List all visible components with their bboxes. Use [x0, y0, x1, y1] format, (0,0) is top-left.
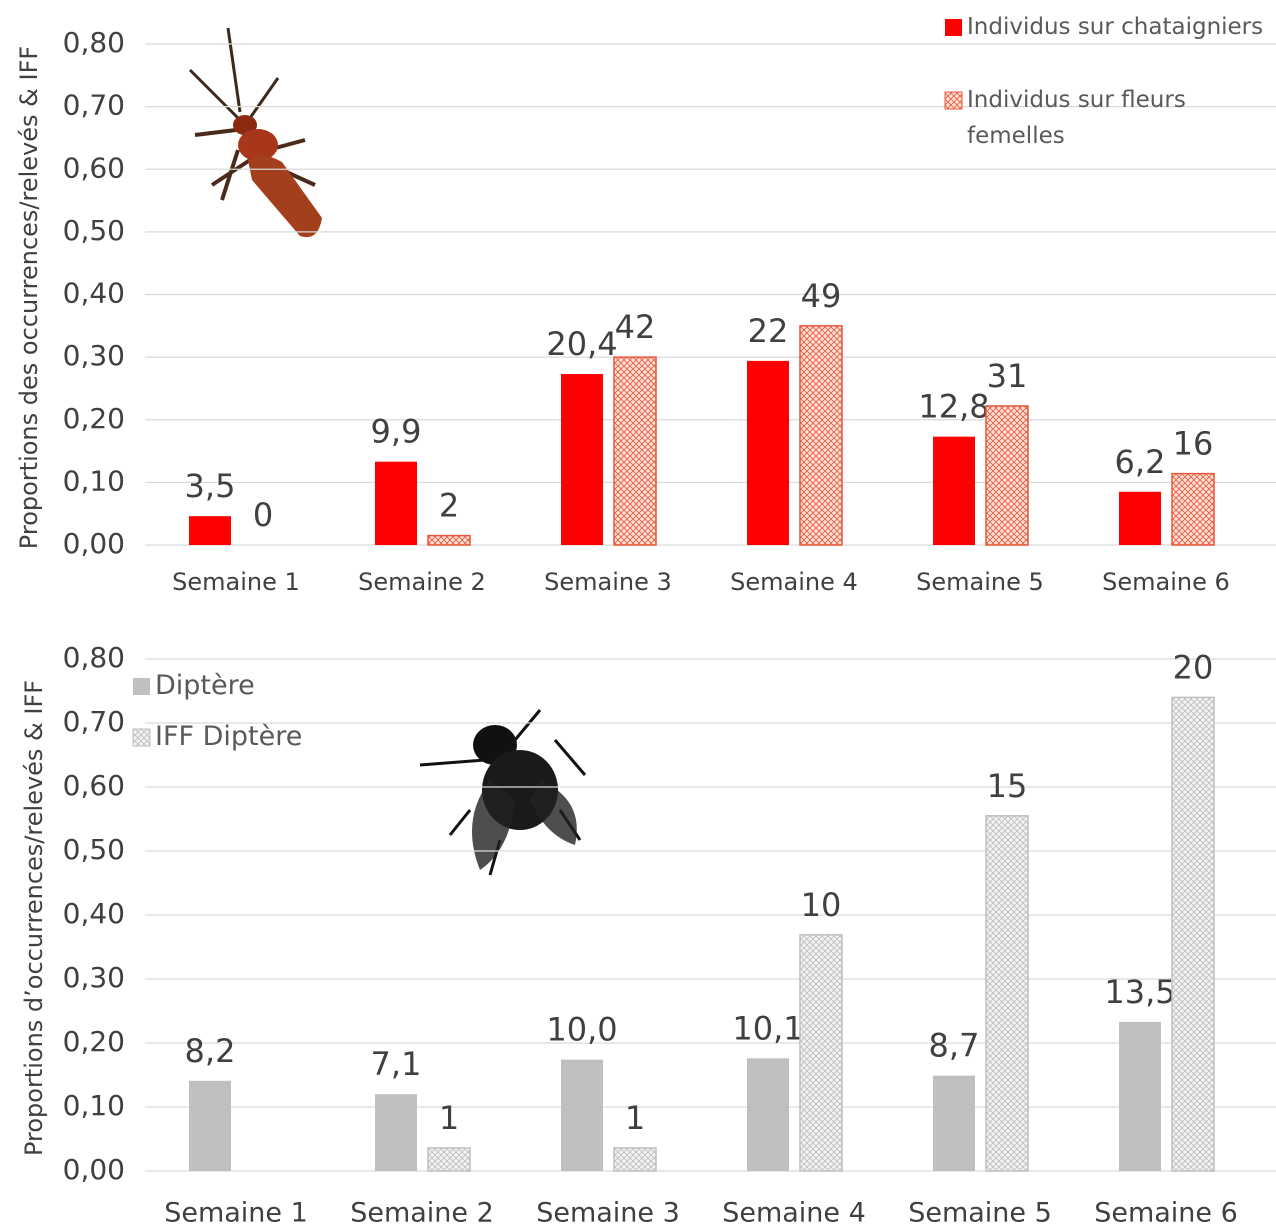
bar — [189, 516, 231, 545]
data-label: 9,9 — [371, 413, 422, 451]
bar — [985, 815, 1029, 1172]
y-tick-label: 0,80 — [63, 26, 125, 59]
y-tick-label: 0,10 — [63, 1089, 125, 1122]
y-tick-label: 0,60 — [63, 769, 125, 802]
x-tick-label: Semaine 3 — [544, 568, 672, 596]
fly-illustration — [419, 709, 587, 876]
legend-label: Individus sur chataigniers — [967, 14, 1264, 40]
bar — [613, 1147, 657, 1172]
data-label: 13,5 — [1104, 973, 1175, 1011]
x-tick-label: Semaine 5 — [908, 1198, 1052, 1228]
x-tick-label: Semaine 3 — [536, 1198, 680, 1228]
bar — [799, 934, 843, 1172]
bar — [613, 356, 657, 546]
y-tick-label: 0,10 — [63, 464, 125, 497]
data-label: 15 — [987, 767, 1028, 805]
data-label: 0 — [253, 496, 273, 534]
y-tick-label: 0,60 — [63, 151, 125, 184]
data-label: 42 — [615, 308, 656, 346]
y-tick-label: 0,70 — [63, 705, 125, 738]
x-tick-label: Semaine 6 — [1094, 1198, 1238, 1228]
y-tick-label: 0,30 — [63, 961, 125, 994]
x-tick-label: Semaine 2 — [358, 568, 486, 596]
data-label: 2 — [439, 487, 459, 525]
x-tick-label: Semaine 2 — [350, 1198, 494, 1228]
bar — [375, 1094, 417, 1171]
y-tick-label: 0,50 — [63, 833, 125, 866]
legend-item: IFF Diptère — [155, 721, 303, 752]
legend-item: Individus sur fleurs femelles — [967, 87, 1186, 149]
beetle-illustration — [188, 27, 322, 238]
data-label: 6,2 — [1115, 443, 1166, 481]
y-tick-label: 0,20 — [63, 1025, 125, 1058]
y-tick-label: 0,30 — [63, 339, 125, 372]
data-label: 8,7 — [929, 1027, 980, 1065]
data-label: 7,1 — [371, 1045, 422, 1083]
data-label: 22 — [748, 312, 789, 350]
legend-label: Individus sur fleurs femelles — [967, 87, 1186, 149]
x-tick-label: Semaine 1 — [172, 568, 300, 596]
data-label: 20 — [1173, 648, 1214, 686]
bar — [799, 325, 843, 546]
bar — [427, 534, 471, 546]
data-label: 10,1 — [732, 1009, 803, 1047]
legend-item: Diptère — [155, 670, 255, 701]
bar — [561, 1059, 603, 1171]
x-tick-label: Semaine 4 — [722, 1198, 866, 1228]
legend-item: Individus sur chataigniers — [967, 14, 1264, 40]
x-tick-label: Semaine 6 — [1102, 568, 1230, 596]
data-label: 10,0 — [546, 1011, 617, 1049]
bar — [561, 374, 603, 545]
x-tick-label: Semaine 5 — [916, 568, 1044, 596]
bar — [375, 461, 417, 545]
y-tick-label: 0,40 — [63, 277, 125, 310]
bar — [1119, 491, 1161, 545]
y-tick-label: 0,20 — [63, 402, 125, 435]
bar — [1171, 696, 1215, 1172]
data-label: 1 — [439, 1099, 459, 1137]
bar — [985, 405, 1029, 546]
bar — [1171, 472, 1215, 546]
y-tick-label: 0,70 — [63, 89, 125, 122]
legend-swatch — [945, 19, 962, 36]
y-axis-title: Proportions d’occurrences/relevés & IFF — [20, 680, 48, 1156]
bar — [747, 360, 789, 545]
y-tick-label: 0,80 — [63, 641, 125, 674]
data-label: 49 — [801, 277, 842, 315]
y-axis-title: Proportions des occurrences/relevés & IF… — [15, 46, 43, 549]
bar — [933, 436, 975, 545]
bar — [747, 1058, 789, 1171]
x-tick-label: Semaine 4 — [730, 568, 858, 596]
x-tick-label: Semaine 1 — [164, 1198, 308, 1228]
data-label: 8,2 — [185, 1032, 236, 1070]
data-label: 16 — [1173, 425, 1214, 463]
data-label: 12,8 — [918, 388, 989, 426]
legend-swatch — [944, 91, 963, 110]
data-label: 10 — [801, 886, 842, 924]
legend-label: Diptère — [155, 670, 255, 701]
data-label: 20,4 — [546, 325, 617, 363]
legend-swatch — [132, 728, 151, 747]
y-tick-label: 0,50 — [63, 214, 125, 247]
bar — [933, 1075, 975, 1171]
legend-swatch — [133, 678, 150, 695]
data-label: 3,5 — [185, 467, 236, 505]
data-label: 1 — [625, 1099, 645, 1137]
y-tick-label: 0,00 — [63, 1153, 125, 1186]
bar — [1119, 1021, 1161, 1171]
data-label: 31 — [987, 357, 1028, 395]
y-tick-label: 0,00 — [63, 527, 125, 560]
bar — [189, 1080, 231, 1171]
legend-label: IFF Diptère — [155, 721, 303, 752]
bar — [427, 1147, 471, 1172]
y-tick-label: 0,40 — [63, 897, 125, 930]
